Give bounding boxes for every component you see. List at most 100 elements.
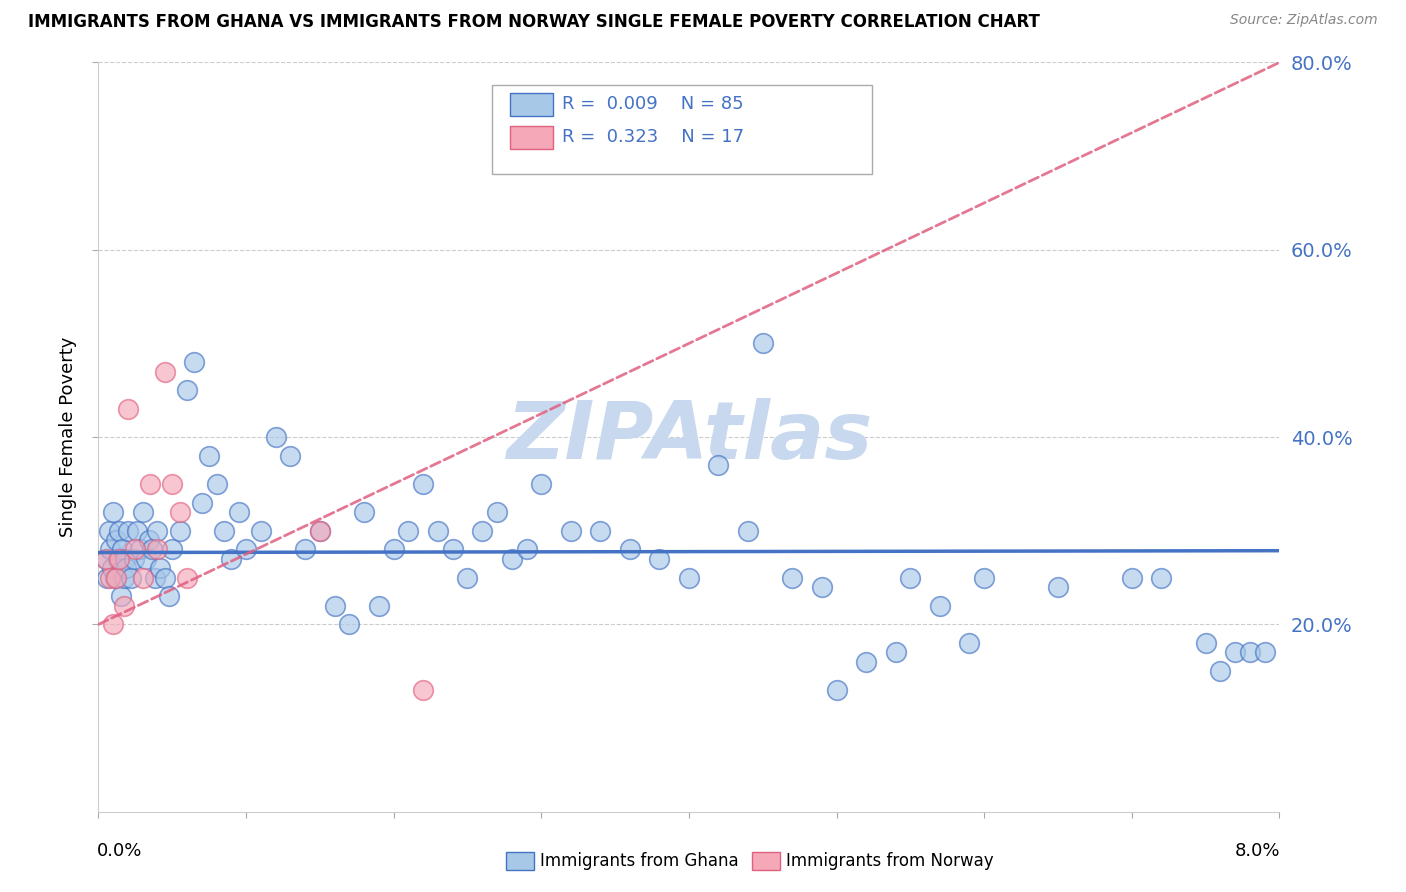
Point	[752, 336, 775, 351]
Point	[98, 571, 121, 585]
Point	[501, 551, 523, 566]
Point	[104, 571, 127, 585]
Point	[107, 551, 129, 566]
Point	[221, 551, 243, 566]
Point	[398, 524, 420, 538]
Point	[108, 524, 131, 538]
Point	[112, 599, 135, 613]
Point	[124, 542, 146, 557]
Point	[97, 524, 120, 538]
Point	[114, 551, 136, 566]
Point	[900, 571, 922, 585]
Point	[486, 505, 509, 519]
Point	[353, 505, 375, 519]
Point	[309, 524, 332, 538]
Point	[457, 571, 479, 585]
Point	[157, 590, 180, 604]
Point	[471, 524, 494, 538]
Point	[205, 476, 228, 491]
Point	[176, 571, 198, 585]
Point	[855, 655, 877, 669]
Point	[141, 542, 163, 557]
Point	[589, 524, 612, 538]
Point	[368, 599, 391, 613]
Text: ZIPAtlas: ZIPAtlas	[506, 398, 872, 476]
Text: 8.0%: 8.0%	[1234, 842, 1281, 860]
Point	[1121, 571, 1143, 585]
Point	[294, 542, 316, 557]
Point	[94, 551, 117, 566]
Point	[427, 524, 450, 538]
Point	[530, 476, 553, 491]
Text: IMMIGRANTS FROM GHANA VS IMMIGRANTS FROM NORWAY SINGLE FEMALE POVERTY CORRELATIO: IMMIGRANTS FROM GHANA VS IMMIGRANTS FROM…	[28, 13, 1040, 31]
Point	[110, 590, 132, 604]
Point	[162, 542, 183, 557]
Point	[120, 571, 142, 585]
Point	[1254, 646, 1277, 660]
Point	[108, 551, 131, 566]
Point	[516, 542, 538, 557]
Point	[678, 571, 700, 585]
Point	[309, 524, 332, 538]
Point	[105, 533, 128, 547]
Text: 0.0%: 0.0%	[97, 842, 142, 860]
Point	[884, 646, 907, 660]
Point	[707, 458, 730, 473]
Point	[191, 496, 214, 510]
Point	[235, 542, 257, 557]
Point	[103, 505, 125, 519]
Point	[128, 542, 150, 557]
Point	[94, 551, 117, 566]
Point	[959, 636, 981, 650]
Text: R =  0.009    N = 85: R = 0.009 N = 85	[562, 95, 744, 113]
Point	[1195, 636, 1218, 650]
Point	[138, 533, 160, 547]
Point	[132, 571, 155, 585]
Point	[169, 524, 191, 538]
Point	[1209, 664, 1232, 679]
Point	[139, 476, 162, 491]
Point	[143, 571, 166, 585]
Point	[117, 524, 139, 538]
Point	[198, 449, 221, 463]
Point	[117, 401, 139, 416]
Point	[648, 551, 671, 566]
Point	[153, 571, 176, 585]
Point	[412, 683, 434, 698]
Point	[280, 449, 302, 463]
Text: R =  0.323    N = 17: R = 0.323 N = 17	[562, 128, 745, 146]
Point	[560, 524, 582, 538]
Point	[250, 524, 273, 538]
Point	[115, 561, 138, 575]
Point	[103, 617, 125, 632]
Point	[929, 599, 952, 613]
Point	[135, 551, 157, 566]
Text: Immigrants from Norway: Immigrants from Norway	[786, 852, 994, 870]
Point	[323, 599, 346, 613]
Point	[132, 505, 155, 519]
Text: Source: ZipAtlas.com: Source: ZipAtlas.com	[1230, 13, 1378, 28]
Point	[1225, 646, 1247, 660]
Point	[1239, 646, 1261, 660]
Point	[146, 524, 169, 538]
Point	[441, 542, 464, 557]
Point	[111, 542, 134, 557]
Point	[149, 561, 172, 575]
Point	[125, 524, 148, 538]
Y-axis label: Single Female Poverty: Single Female Poverty	[59, 337, 77, 537]
Text: Immigrants from Ghana: Immigrants from Ghana	[540, 852, 738, 870]
Point	[100, 561, 122, 575]
Point	[811, 580, 834, 594]
Point	[1150, 571, 1173, 585]
Point	[212, 524, 235, 538]
Point	[1046, 580, 1070, 594]
Point	[973, 571, 995, 585]
Point	[176, 384, 198, 398]
Point	[96, 571, 118, 585]
Point	[153, 365, 176, 379]
Point	[146, 542, 169, 557]
Point	[825, 683, 848, 698]
Point	[382, 542, 405, 557]
Point	[122, 551, 145, 566]
Point	[105, 571, 128, 585]
